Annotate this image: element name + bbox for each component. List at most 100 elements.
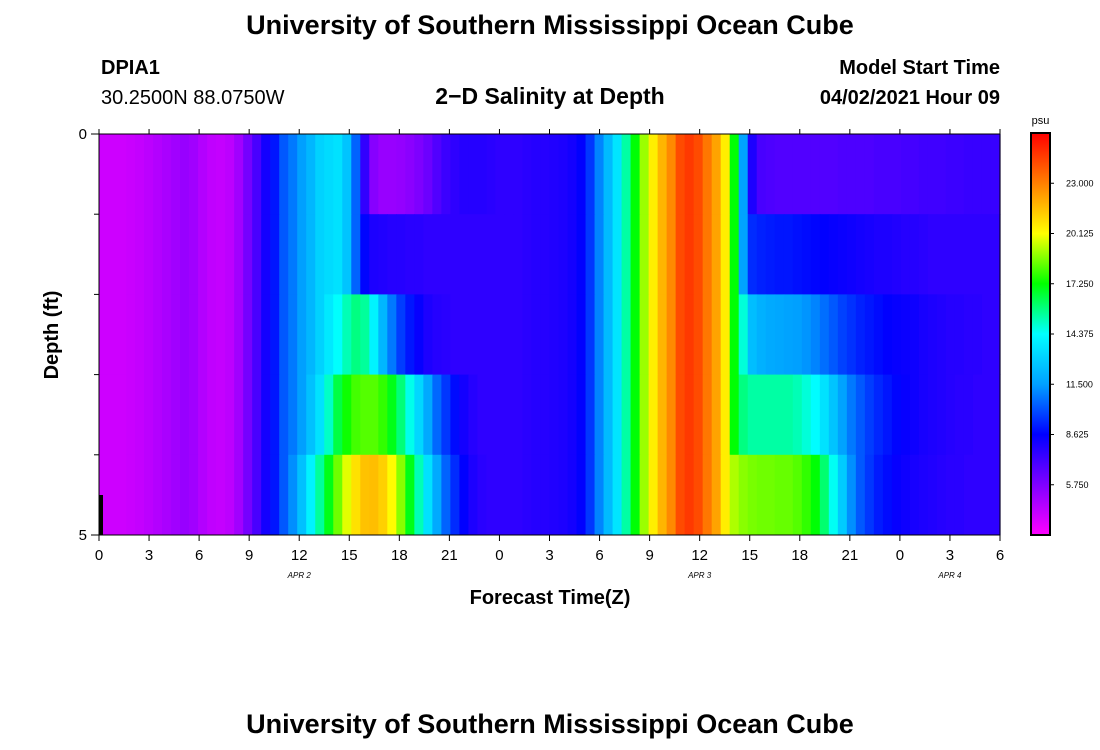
heatmap-cell	[495, 134, 506, 215]
heatmap-cell	[261, 294, 271, 375]
heatmap-cell	[918, 214, 929, 295]
heatmap-cell	[333, 134, 343, 215]
heatmap-cell	[351, 294, 361, 375]
heatmap-cell	[747, 134, 758, 215]
heatmap-cell	[594, 374, 605, 456]
heatmap-cell	[729, 134, 740, 215]
model-start-label: Model Start Time	[839, 57, 1000, 79]
heatmap-cell	[207, 134, 217, 215]
heatmap-cell	[657, 374, 668, 456]
heatmap-cell	[657, 214, 668, 295]
heatmap-cell	[315, 134, 325, 215]
x-tick-label: 21	[441, 547, 458, 564]
heatmap-cell	[945, 294, 956, 375]
heatmap-cell	[981, 454, 992, 536]
heatmap-cell	[360, 294, 370, 375]
heatmap-cell	[819, 454, 830, 536]
heatmap-cell	[693, 214, 704, 295]
heatmap-cell	[126, 294, 136, 375]
heatmap-cell	[423, 454, 433, 536]
x-tick-label: 3	[545, 547, 553, 564]
x-tick-label: 6	[996, 547, 1004, 564]
heatmap-cell	[558, 214, 569, 295]
heatmap-cell	[288, 294, 298, 375]
heatmap-cell	[153, 374, 163, 456]
heatmap-cell	[405, 214, 415, 295]
heatmap-cell	[864, 374, 875, 456]
colorbar-tick-label: 5.750	[1066, 480, 1089, 490]
heatmap-cell	[819, 134, 830, 215]
heatmap-cell	[135, 294, 145, 375]
heatmap-cell	[783, 214, 794, 295]
heatmap-cell	[468, 294, 479, 375]
heatmap-cell	[171, 374, 181, 456]
heatmap-cell	[234, 374, 244, 456]
heatmap-cell	[576, 454, 587, 536]
heatmap-cell	[549, 454, 560, 536]
heatmap-cell	[882, 374, 893, 456]
heatmap-cell	[144, 294, 154, 375]
x-tick-label: 15	[341, 547, 358, 564]
heatmap-cell	[738, 454, 749, 536]
heatmap-cell	[567, 374, 578, 456]
heatmap-cell	[675, 214, 686, 295]
heatmap-cell	[504, 374, 515, 456]
heatmap-cell	[180, 374, 190, 456]
heatmap-cell	[144, 374, 154, 456]
heatmap-cell	[405, 134, 415, 215]
heatmap-cell	[351, 454, 361, 536]
heatmap-cell	[423, 374, 433, 456]
heatmap-cell	[594, 214, 605, 295]
heatmap-cell	[801, 214, 812, 295]
heatmap-cell	[846, 294, 857, 375]
heatmap-cell	[441, 374, 451, 456]
heatmap-cell	[666, 294, 677, 375]
heatmap-cell	[360, 214, 370, 295]
heatmap-cell	[270, 214, 280, 295]
heatmap-cell	[540, 134, 551, 215]
heatmap-cell	[972, 294, 983, 375]
heatmap-cell	[774, 134, 785, 215]
heatmap-cell	[630, 454, 641, 536]
heatmap-cell	[423, 294, 433, 375]
heatmap-cell	[720, 214, 731, 295]
heatmap-cell	[855, 374, 866, 456]
x-tick-label: 0	[896, 547, 904, 564]
heatmap-cell	[342, 294, 352, 375]
heatmap-cell	[828, 454, 839, 536]
heatmap-cell	[558, 374, 569, 456]
heatmap-cell	[783, 454, 794, 536]
heatmap-cell	[828, 214, 839, 295]
heatmap-cell	[144, 134, 154, 215]
heatmap-cell	[558, 454, 569, 536]
heatmap-cell	[549, 294, 560, 375]
heatmap-cell	[819, 294, 830, 375]
heatmap-cell	[810, 454, 821, 536]
heatmap-cell	[612, 214, 623, 295]
heatmap-cell	[396, 214, 406, 295]
x-tick-label: 12	[291, 547, 308, 564]
heatmap-cell	[576, 374, 587, 456]
heatmap-cell	[603, 134, 614, 215]
heatmap-cell	[882, 294, 893, 375]
heatmap-cell	[324, 294, 334, 375]
heatmap-cell	[504, 214, 515, 295]
heatmap-cell	[981, 134, 992, 215]
heatmap-cell	[873, 134, 884, 215]
x-axis: 0 3 6 9 12 15 18 21 0 3 6 9 12 15 18 21 0 3 6 APR 2 APR 3 APR…	[95, 129, 1004, 580]
heatmap-cell	[378, 294, 388, 375]
heatmap-cell	[495, 454, 506, 536]
heatmap-cell	[729, 294, 740, 375]
heatmap-cell	[828, 134, 839, 215]
heatmap-cell	[360, 134, 370, 215]
heatmap-cell	[198, 134, 208, 215]
heatmap-cell	[153, 214, 163, 295]
heatmap-cell	[846, 214, 857, 295]
heatmap-cell	[504, 294, 515, 375]
heatmap-cell	[261, 374, 271, 456]
heatmap-cell	[126, 374, 136, 456]
heatmap-cell	[981, 294, 992, 375]
heatmap-cell	[297, 134, 307, 215]
heatmap-cell	[585, 214, 596, 295]
heatmap-cell	[468, 134, 479, 215]
